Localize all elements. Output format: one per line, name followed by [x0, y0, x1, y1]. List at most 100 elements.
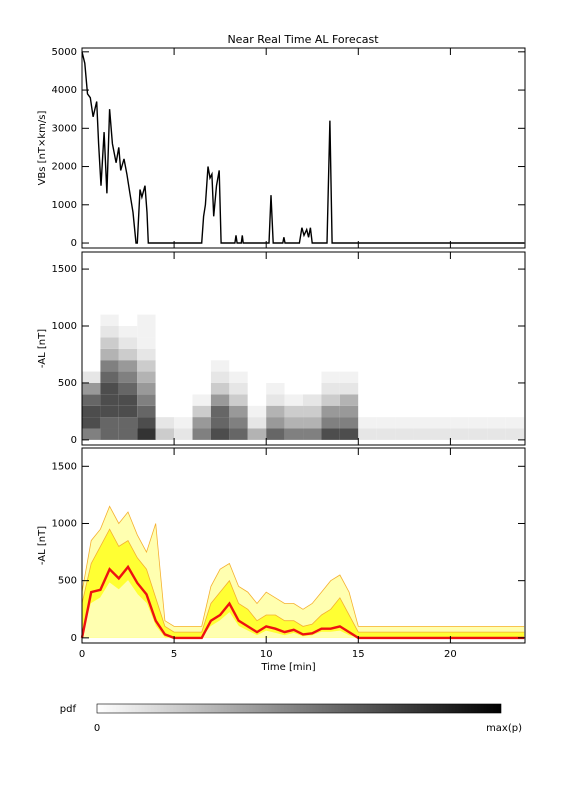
- heat-cell: [450, 337, 469, 349]
- heat-cell: [395, 348, 414, 361]
- heat-cell: [100, 394, 119, 406]
- heat-cell: [303, 337, 322, 349]
- heat-cell: [174, 405, 193, 418]
- heat-cell: [229, 417, 248, 429]
- heat-cell: [247, 417, 267, 429]
- heat-cell: [137, 348, 156, 361]
- heat-cell: [303, 360, 322, 372]
- heat-cell: [431, 394, 451, 406]
- heat-cell: [229, 405, 248, 418]
- heat-cell: [487, 428, 506, 440]
- heat-cell: [137, 394, 156, 406]
- heat-cell: [229, 337, 248, 349]
- heat-cell: [487, 405, 506, 418]
- heat-cell: [155, 314, 175, 327]
- heat-cell: [303, 405, 322, 418]
- y-tick-label: 0: [71, 238, 77, 249]
- x-tick-label: 15: [352, 649, 365, 660]
- heat-cell: [339, 405, 359, 418]
- heat-cell: [210, 417, 230, 429]
- heat-cell: [505, 405, 525, 418]
- heat-cell: [303, 382, 322, 395]
- heat-cell: [118, 405, 138, 418]
- heat-cell: [339, 348, 359, 361]
- heat-cell: [155, 326, 175, 338]
- heat-cell: [229, 394, 248, 406]
- heat-cell: [174, 314, 193, 327]
- heat-cell: [100, 360, 119, 372]
- heat-cell: [505, 360, 525, 372]
- median-line: [80, 564, 525, 640]
- heat-cell: [192, 348, 211, 361]
- heat-cell: [118, 326, 138, 338]
- heat-cell: [413, 405, 432, 418]
- heat-cell: [505, 314, 525, 327]
- heat-cell: [505, 428, 525, 440]
- x-tick-label: 10: [260, 649, 273, 660]
- heat-cell: [339, 337, 359, 349]
- heat-cell: [210, 348, 230, 361]
- heat-cell: [174, 394, 193, 406]
- heat-cell: [155, 417, 175, 429]
- heat-cell: [303, 394, 322, 406]
- heat-cell: [247, 348, 267, 361]
- heat-cell: [247, 382, 267, 395]
- heat-cell: [82, 348, 101, 361]
- heat-cell: [303, 417, 322, 429]
- heat-cell: [450, 382, 469, 395]
- heat-cell: [376, 348, 396, 361]
- heat-cell: [395, 314, 414, 327]
- heat-cell: [266, 428, 285, 440]
- heat-cell: [210, 326, 230, 338]
- heat-cell: [82, 314, 101, 327]
- heat-cell: [468, 428, 488, 440]
- heat-cell: [247, 360, 267, 372]
- heat-cell: [266, 314, 285, 327]
- heat-cell: [284, 428, 304, 440]
- band-edge: [81, 528, 525, 633]
- heat-cell: [303, 314, 322, 327]
- heat-cell: [376, 428, 396, 440]
- heat-cell: [247, 394, 267, 406]
- heat-cell: [468, 314, 488, 327]
- heat-cell: [247, 337, 267, 349]
- heat-cell: [505, 348, 525, 361]
- heat-cell: [413, 326, 432, 338]
- heat-cell: [284, 394, 304, 406]
- heat-cell: [210, 405, 230, 418]
- heat-cell: [321, 371, 340, 383]
- heat-cell: [321, 348, 340, 361]
- y-tick-label: 1500: [52, 461, 77, 472]
- heat-cell: [266, 417, 285, 429]
- heat-cell: [395, 360, 414, 372]
- heat-cell: [487, 371, 506, 383]
- heat-cell: [487, 326, 506, 338]
- heat-cell: [247, 314, 267, 327]
- heat-cell: [303, 348, 322, 361]
- heat-cell: [118, 314, 138, 327]
- heat-cell: [395, 371, 414, 383]
- heat-cell: [118, 382, 138, 395]
- heat-cell: [137, 417, 156, 429]
- heat-cell: [100, 417, 119, 429]
- x-tick-label: 5: [171, 649, 177, 660]
- heat-cell: [229, 314, 248, 327]
- heat-cell: [174, 326, 193, 338]
- heat-cell: [247, 326, 267, 338]
- y-tick-label: 1000: [52, 200, 77, 211]
- heat-cell: [210, 360, 230, 372]
- heat-cell: [229, 348, 248, 361]
- heat-cell: [413, 348, 432, 361]
- heat-cell: [431, 360, 451, 372]
- heat-cell: [100, 314, 119, 327]
- heat-cell: [450, 417, 469, 429]
- heat-cell: [487, 348, 506, 361]
- y-tick-label: 2000: [52, 162, 77, 173]
- heat-cell: [303, 371, 322, 383]
- heat-cell: [468, 405, 488, 418]
- heat-cell: [82, 382, 101, 395]
- heat-cell: [155, 360, 175, 372]
- heat-cell: [431, 405, 451, 418]
- heat-cell: [413, 371, 432, 383]
